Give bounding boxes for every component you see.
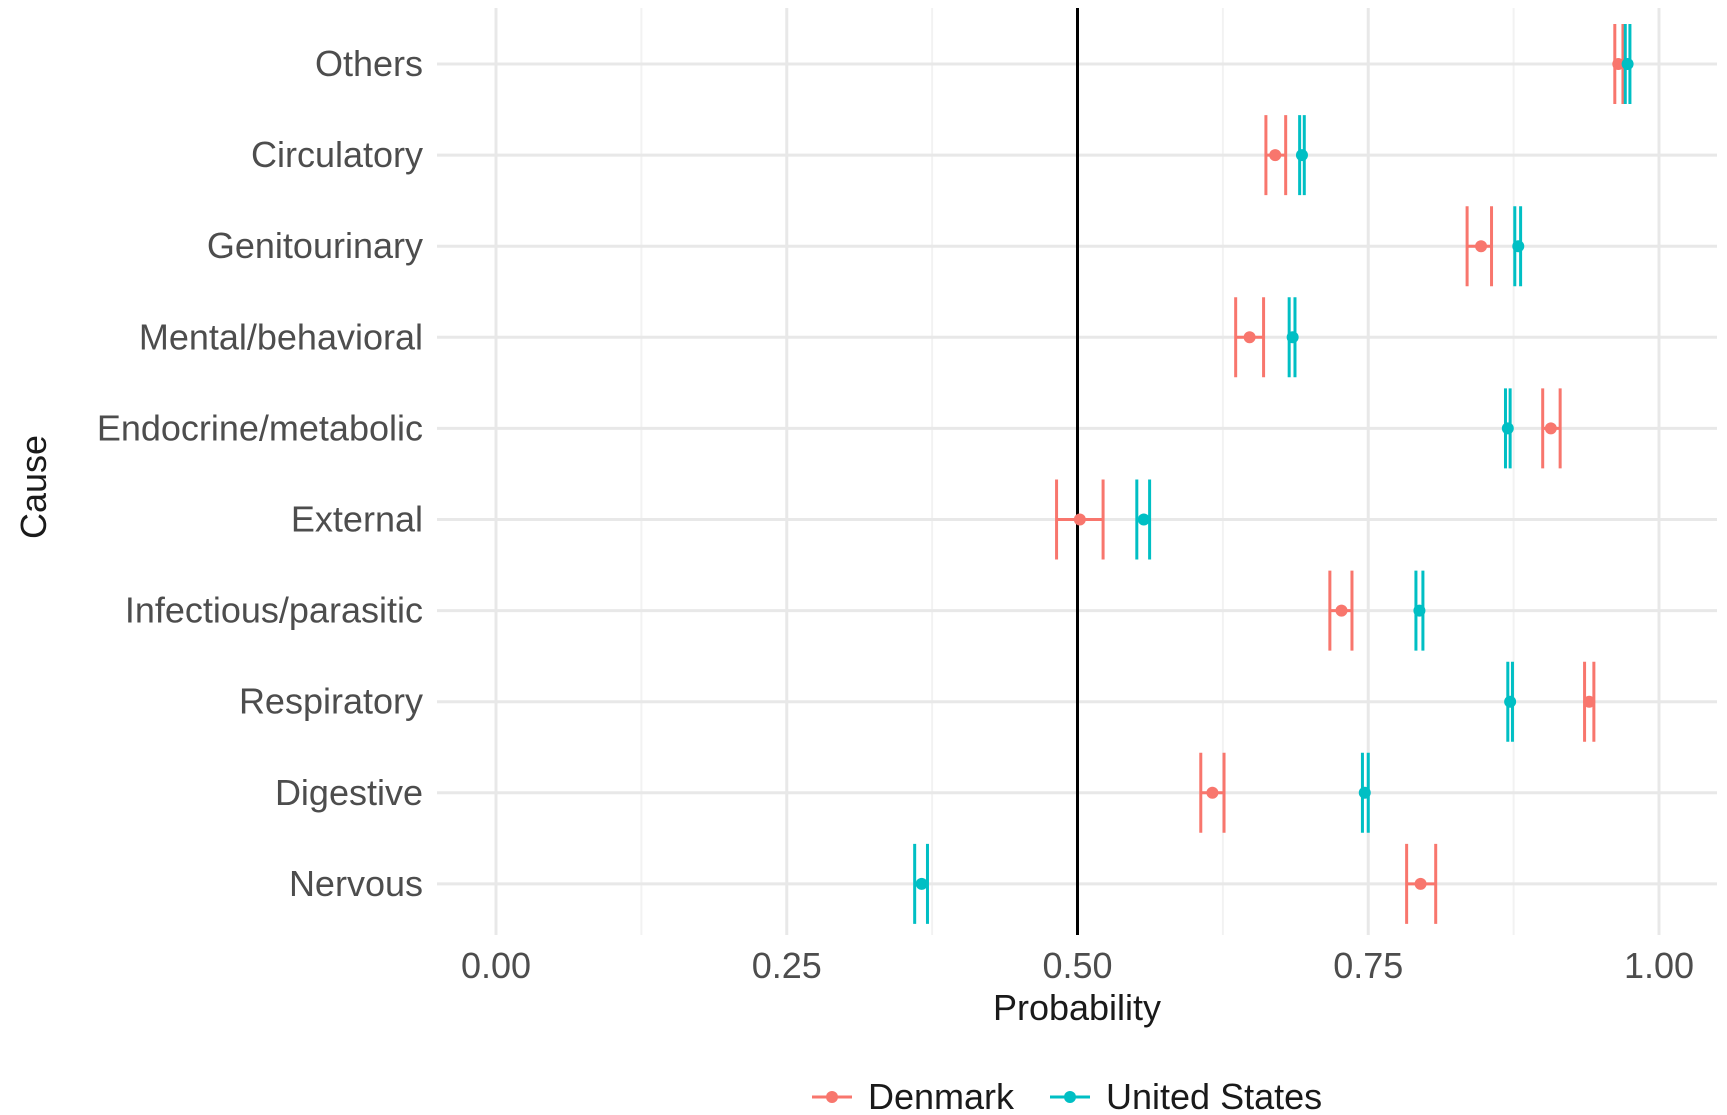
denmark-mark [1264,115,1288,196]
denmark-point [1073,513,1086,526]
denmark-mark [1465,206,1494,287]
denmark-mark [1405,843,1438,924]
united-states-mark [1358,752,1371,833]
category-label: Digestive [275,772,423,813]
denmark-point [1243,331,1256,344]
legend-label-denmark: Denmark [868,1076,1015,1115]
united-states-point [1413,604,1426,617]
category-label: Endocrine/metabolic [97,407,423,448]
united-states-point [1358,786,1371,799]
denmark-mark [1541,388,1562,469]
category-label: Circulatory [251,134,423,175]
legend: Denmark United States [812,1076,1322,1115]
x-tick-labels: 0.00 0.25 0.50 0.75 1.00 [461,945,1694,986]
denmark-mark [1234,297,1266,378]
united-states-mark [1413,570,1426,651]
united-states-mark [1504,661,1517,742]
x-tick-label: 1.00 [1624,945,1694,986]
legend-key-united-states [1050,1091,1090,1103]
denmark-mark [1612,24,1625,104]
united-states-mark [1621,24,1634,104]
legend-label-united-states: United States [1106,1076,1322,1115]
category-labels: Others Circulatory Genitourinary Mental/beh… [97,43,423,904]
denmark-point [1335,604,1348,617]
denmark-point [1475,240,1488,253]
united-states-point [1295,149,1308,162]
y-axis-title: Cause [13,435,54,539]
denmark-point [1269,149,1282,162]
marks-layer [913,24,1634,924]
denmark-point [1414,877,1427,890]
united-states-point [1137,513,1150,526]
x-axis-title: Probability [993,987,1161,1028]
united-states-point [1621,58,1634,70]
united-states-point [1286,331,1299,344]
denmark-mark [1583,661,1596,742]
category-label: Mental/behavioral [139,316,423,357]
denmark-mark [1328,570,1354,651]
denmark-mark [1055,479,1105,560]
category-label: External [291,499,423,540]
united-states-mark [1286,297,1299,378]
x-tick-label: 0.50 [1042,945,1112,986]
category-label: Infectious/parasitic [125,590,423,631]
category-label: Nervous [289,863,423,904]
denmark-point [1612,58,1625,70]
united-states-mark [1295,115,1308,196]
united-states-mark [1501,388,1514,469]
denmark-point [1544,422,1557,435]
united-states-point [1501,422,1514,435]
x-tick-label: 0.75 [1333,945,1403,986]
united-states-mark [913,843,929,924]
category-label: Genitourinary [207,225,423,266]
x-tick-label: 0.00 [461,945,531,986]
category-label: Respiratory [239,681,423,722]
united-states-mark [1512,206,1525,287]
category-label: Others [315,43,423,84]
denmark-mark [1199,752,1226,833]
united-states-point [915,877,928,890]
denmark-point [1206,786,1219,799]
legend-key-denmark [812,1091,852,1103]
united-states-point [1504,695,1517,708]
x-tick-label: 0.25 [752,945,822,986]
denmark-point [1583,695,1596,708]
united-states-mark [1135,479,1152,560]
united-states-point [1512,240,1525,253]
